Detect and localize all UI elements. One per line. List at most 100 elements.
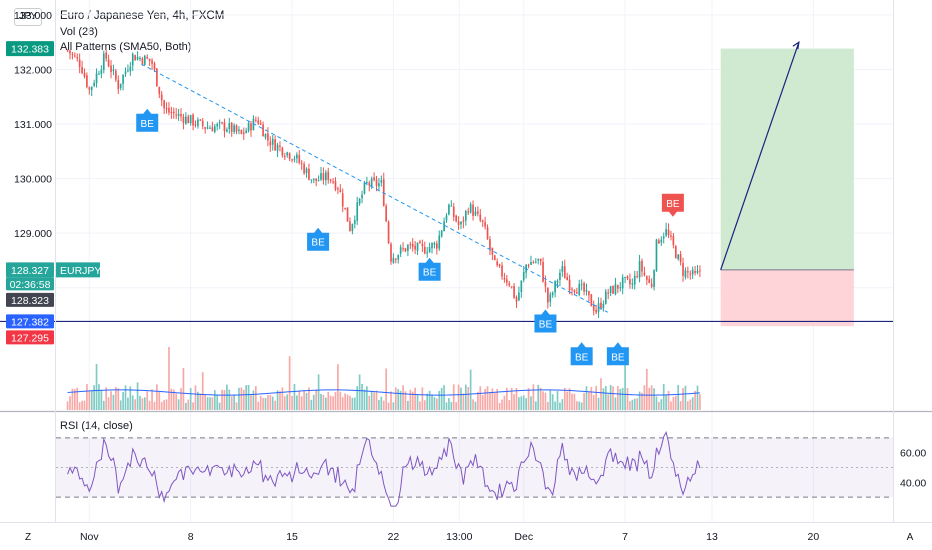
candle-body (650, 283, 653, 287)
time-tick-label: 13:00 (446, 531, 472, 543)
volume-bar (373, 392, 375, 410)
volume-bar (629, 401, 631, 410)
pattern-badge[interactable]: BE (418, 257, 441, 281)
candle-body (69, 50, 71, 54)
position-tool[interactable] (720, 40, 854, 327)
candle-body (631, 283, 634, 285)
volume-bar (390, 391, 392, 410)
pattern-badge[interactable]: BE (136, 108, 159, 132)
candle-body (187, 116, 190, 124)
volume-bar (230, 396, 233, 410)
volume-bar (353, 397, 356, 410)
candle-body (626, 276, 629, 279)
volume-bar (679, 401, 682, 410)
pattern-badge[interactable]: BE (606, 342, 629, 366)
volume-bar (257, 401, 260, 410)
badge-shape (661, 193, 684, 217)
candle-body (271, 138, 274, 145)
badge-shape (606, 342, 629, 366)
volume-bar (513, 394, 515, 410)
candle-body (392, 257, 395, 263)
volume-bar (440, 387, 443, 410)
volume-bar (320, 393, 322, 410)
volume-bar (660, 399, 663, 410)
candle-body (665, 229, 667, 236)
candle-body (592, 305, 595, 311)
volume-bar (464, 384, 467, 410)
volume-bar (443, 385, 445, 410)
volume-bar (303, 390, 305, 410)
volume-bar (428, 390, 431, 410)
volume-bar (117, 388, 120, 410)
patterns-indicator-label[interactable]: All Patterns (SMA50, Both) (60, 41, 192, 53)
volume-bar (532, 384, 535, 410)
volume-bar (592, 395, 595, 410)
candle-body (588, 291, 590, 296)
candle-body (645, 276, 648, 280)
volume-bar (73, 389, 76, 410)
candle-body (583, 283, 585, 292)
candle-body (189, 115, 192, 124)
candle-body (368, 182, 371, 186)
volume-bar (496, 388, 499, 410)
volume-bar (194, 385, 197, 410)
candle-body (585, 289, 588, 292)
volume-indicator-label[interactable]: Vol (28) (60, 25, 98, 38)
pattern-badge[interactable]: BE (307, 227, 330, 251)
candle-body (575, 292, 578, 294)
candle-body (568, 279, 571, 291)
candle-body (648, 279, 651, 283)
volume-bar (619, 388, 622, 410)
candle-body (474, 211, 477, 216)
candle-body (440, 230, 443, 237)
volume-bar (641, 392, 643, 410)
symbol-button[interactable]: JPY (14, 8, 42, 26)
volume-bar (324, 397, 327, 410)
candle-body (356, 202, 359, 221)
candle-body (327, 171, 330, 180)
candle-body (438, 235, 441, 249)
candle-body (450, 205, 453, 207)
volume-bar (160, 401, 163, 410)
current-price-tag: 128.327 (6, 262, 54, 278)
pattern-badge[interactable]: BE (534, 309, 557, 333)
volume-bar (643, 385, 646, 410)
volume-bar (527, 388, 530, 410)
candle-body (223, 122, 226, 132)
badge-shape (534, 309, 557, 333)
candle-body (520, 280, 523, 293)
volume-bar (687, 401, 689, 410)
volume-bar (467, 387, 470, 410)
candle-body (602, 303, 605, 309)
candle-body (305, 168, 308, 173)
symbol-tag-text: EURJPY (60, 265, 101, 277)
candle-body (423, 246, 426, 254)
candle-body (177, 113, 180, 116)
candle-body (303, 164, 305, 174)
rsi-indicator-label[interactable]: RSI (14, close) (60, 420, 133, 432)
candle-body (614, 284, 617, 295)
volume-bar (317, 374, 320, 410)
volume-bar (382, 400, 385, 410)
candle-body (163, 100, 165, 109)
candle-body (467, 211, 470, 213)
volume-bar (78, 402, 81, 410)
volume-bar (305, 392, 308, 410)
pattern-badge[interactable]: BE (570, 342, 593, 366)
candle-body (283, 156, 286, 158)
candle-layer (66, 49, 701, 319)
volume-bar (158, 392, 161, 410)
price-tick-label: 133.000 (14, 10, 52, 22)
candle-body (274, 139, 276, 151)
candle-body (561, 266, 564, 272)
candle-body (341, 193, 344, 207)
candle-body (300, 163, 303, 165)
candle-body (580, 284, 583, 286)
stop-price-tag: 127.295 (6, 330, 54, 345)
pattern-badge[interactable]: BE (661, 193, 684, 217)
price-tick-label: 131.000 (14, 119, 52, 131)
volume-bar (139, 395, 141, 410)
candle-body (194, 124, 197, 126)
volume-bar (380, 396, 383, 410)
